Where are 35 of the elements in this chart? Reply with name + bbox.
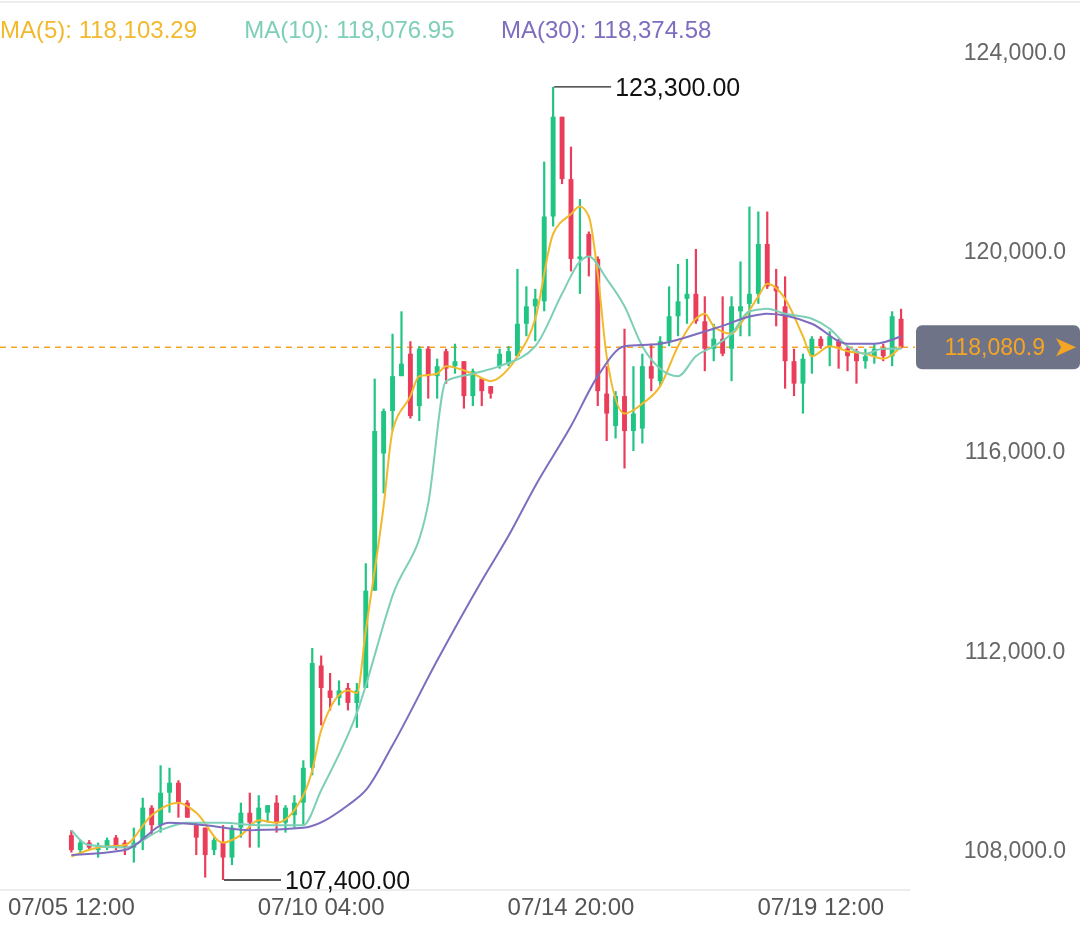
candlestick — [506, 345, 511, 368]
candlestick — [523, 285, 529, 338]
candlestick — [399, 310, 404, 378]
candlestick — [738, 260, 743, 338]
y-tick-label: 116,000.0 — [964, 437, 1066, 464]
candlestick — [274, 794, 280, 834]
x-tick-label: 07/19 12:00 — [757, 893, 885, 920]
candlestick — [604, 365, 610, 443]
candlestick — [746, 205, 752, 338]
x-tick-label: 07/14 20:00 — [507, 893, 635, 920]
candlestick — [175, 779, 181, 819]
ref-line-label: 118,080.9 — [944, 334, 1045, 361]
candlestick — [586, 230, 592, 278]
candlestick — [862, 347, 868, 370]
y-tick-label: 108,000.0 — [963, 837, 1067, 864]
annotation: 107,400.00 — [285, 866, 411, 895]
candlestick — [68, 829, 74, 854]
candlestick — [443, 347, 449, 385]
text: MA(5): 118,103.29 — [0, 16, 198, 43]
candlestick — [532, 287, 538, 343]
text: MA(10): 118,076.95 — [244, 16, 455, 43]
x-tick-label: 07/10 04:00 — [257, 893, 385, 920]
x-tick-label: 07/05 12:00 — [7, 893, 135, 920]
candlestick — [497, 347, 503, 370]
candlestick — [318, 654, 324, 727]
annotation: 123,300.00 — [615, 72, 741, 101]
y-tick-label: 112,000.0 — [964, 637, 1066, 664]
y-tick-label: 124,000.0 — [963, 38, 1067, 65]
candlestick — [167, 766, 172, 814]
candlestick — [630, 365, 636, 453]
candlestick — [247, 791, 253, 849]
text: MA(30): 118,374.58 — [501, 16, 712, 43]
candlestick — [479, 377, 485, 408]
candlestick — [577, 197, 583, 295]
y-tick-label: 120,000.0 — [963, 238, 1067, 265]
